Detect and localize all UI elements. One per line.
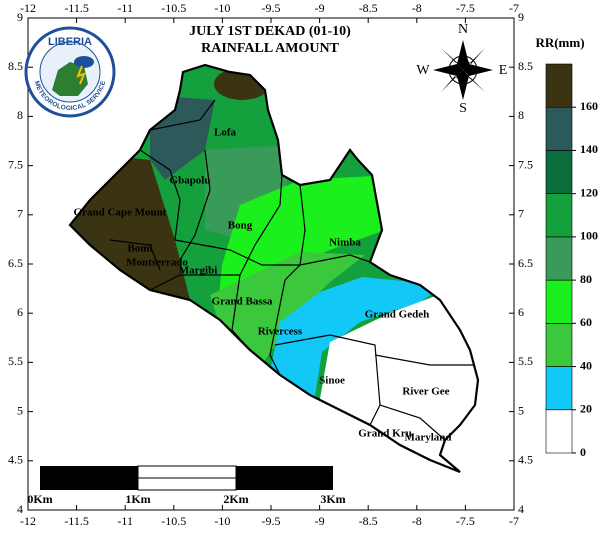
scale-bar: 0Km 1Km 2Km 3Km xyxy=(27,465,346,506)
y-tick-label: 7.5 xyxy=(8,157,23,171)
legend-swatch xyxy=(545,409,573,454)
county-label: Grand Kru xyxy=(358,428,411,440)
scale-label: 0Km xyxy=(27,492,52,506)
legend-swatch xyxy=(545,323,573,367)
x-tick-label: -11.5 xyxy=(64,1,89,15)
y-tick-label: 5.5 xyxy=(518,354,533,368)
legend-title: RR(mm) xyxy=(535,35,584,50)
x-tick-label: -10 xyxy=(214,514,230,528)
compass: N S W E xyxy=(416,22,507,116)
legend-tick-label: 160 xyxy=(580,99,598,113)
county-label: River Gee xyxy=(402,386,449,398)
y-tick-label: 6.5 xyxy=(8,256,23,270)
x-tick-label: -11 xyxy=(117,514,133,528)
legend-swatch xyxy=(545,193,573,238)
county-label: Bomi xyxy=(127,243,152,255)
y-tick-label: 9 xyxy=(17,10,23,24)
legend-tick-label: 80 xyxy=(580,272,592,286)
legend-tick-label: 60 xyxy=(580,315,592,329)
y-tick-label: 8 xyxy=(17,108,23,122)
y-tick-label: 8.5 xyxy=(8,59,23,73)
map-subtitle: RAINFALL AMOUNT xyxy=(201,41,339,56)
compass-s: S xyxy=(459,101,467,116)
x-tick-label: -9 xyxy=(315,514,325,528)
logo: LIBERIA METEOROLOGICAL SERVICE xyxy=(24,26,116,118)
y-tick-label: 6 xyxy=(17,305,23,319)
y-tick-label: 4.5 xyxy=(8,453,23,467)
y-tick-label: 4.5 xyxy=(518,453,533,467)
x-tick-label: -9.5 xyxy=(262,1,281,15)
legend-tick-label: 40 xyxy=(580,358,592,372)
county-labels: Lofa Gbapolu Grand Cape Mount Bong Nimba… xyxy=(74,127,452,444)
y-tick-label: 7 xyxy=(17,207,23,221)
x-tick-label: -8.5 xyxy=(359,1,378,15)
y-tick-label: 6.5 xyxy=(518,256,533,270)
y-tick-label: 7.5 xyxy=(518,157,533,171)
legend-tick-label: 0 xyxy=(580,445,586,459)
y-tick-label: 6 xyxy=(518,305,524,319)
x-tick-label: -9 xyxy=(315,1,325,15)
compass-w: W xyxy=(416,63,430,78)
county-label: Rivercess xyxy=(258,326,303,338)
legend-tick-label: 120 xyxy=(580,185,598,199)
county-boundaries xyxy=(109,99,475,441)
county-label: Sinoe xyxy=(319,375,345,387)
map-title: JULY 1ST DEKAD (01-10) xyxy=(189,24,351,39)
x-tick-label: -10.5 xyxy=(161,514,186,528)
legend-swatch xyxy=(545,236,573,281)
legend-tick-label: 140 xyxy=(580,142,598,156)
county-label: Margibi xyxy=(179,265,218,277)
county-label: Nimba xyxy=(329,237,361,249)
county-label: Montserrado xyxy=(126,257,188,269)
y-tick-label: 5 xyxy=(518,403,524,417)
rain-zone xyxy=(268,277,445,415)
legend-swatch xyxy=(545,63,573,108)
legend-swatch xyxy=(545,279,573,324)
scale-label: 2Km xyxy=(223,492,248,506)
logo-name: LIBERIA xyxy=(48,36,92,48)
scale-label: 3Km xyxy=(320,492,345,506)
compass-n: N xyxy=(458,22,468,37)
x-tick-label: -11 xyxy=(117,1,133,15)
x-tick-label: -7.5 xyxy=(456,1,475,15)
county-label: Bong xyxy=(228,220,253,232)
compass-e: E xyxy=(499,63,508,78)
x-tick-label: -10 xyxy=(214,1,230,15)
legend-swatch xyxy=(545,366,573,411)
x-tick-label: -7.5 xyxy=(456,514,475,528)
scale-label: 1Km xyxy=(125,492,150,506)
legend-swatch xyxy=(545,106,573,151)
legend-tick-label: 100 xyxy=(580,229,598,243)
x-tick-label: -11.5 xyxy=(64,514,89,528)
y-tick-label: 5.5 xyxy=(8,354,23,368)
x-tick-label: -8.5 xyxy=(359,514,378,528)
y-tick-label: 8.5 xyxy=(518,59,533,73)
x-tick-label: -12 xyxy=(20,1,36,15)
legend-swatch xyxy=(545,150,573,194)
y-tick-label: 9 xyxy=(518,10,524,24)
county-label: Lofa xyxy=(214,127,237,139)
x-tick-label: -9.5 xyxy=(262,514,281,528)
x-tick-label: -7 xyxy=(509,514,519,528)
county-label: Maryland xyxy=(404,432,451,444)
y-tick-label: 5 xyxy=(17,403,23,417)
y-tick-label: 4 xyxy=(17,502,23,516)
legend-tick-label: 20 xyxy=(580,402,592,416)
x-tick-label: -10.5 xyxy=(161,1,186,15)
x-tick-label: -12 xyxy=(20,514,36,528)
x-tick-label: -8 xyxy=(412,1,422,15)
y-tick-label: 8 xyxy=(518,108,524,122)
rain-zone xyxy=(210,252,365,365)
y-tick-label: 4 xyxy=(518,502,524,516)
county-label: Grand Bassa xyxy=(212,296,273,308)
county-label: Gbapolu xyxy=(170,175,211,187)
y-tick-label: 7 xyxy=(518,207,524,221)
x-tick-label: -7 xyxy=(509,1,519,15)
county-label: Grand Cape Mount xyxy=(74,207,167,219)
county-label: Grand Gedeh xyxy=(365,309,429,321)
x-tick-label: -8 xyxy=(412,514,422,528)
